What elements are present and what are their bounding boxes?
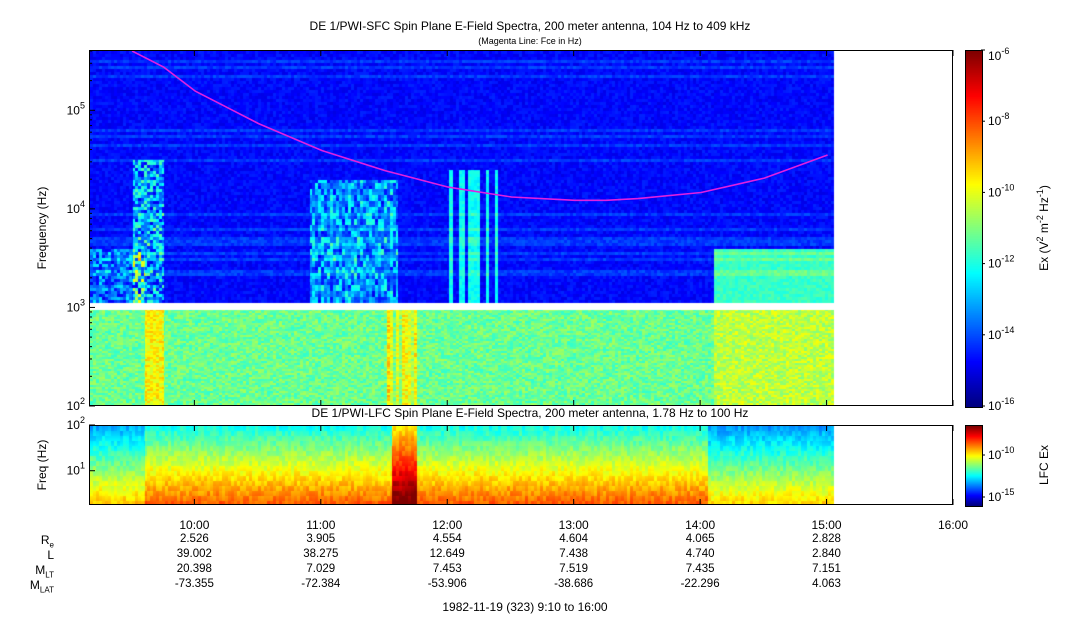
time-tick-label: 16:00: [938, 518, 968, 532]
time-tick-label: 11:00: [306, 518, 335, 532]
cbar-tick-label: 10-10: [988, 182, 1014, 199]
ephemeris-value: 7.438: [559, 548, 589, 560]
ephemeris-value: 12.649: [429, 548, 465, 560]
sfc-ytick-label: 104: [67, 199, 85, 216]
cbar-tick-label: 10-12: [988, 254, 1014, 271]
ephemeris-value: 7.519: [559, 563, 589, 575]
sfc-colorbar: [965, 50, 983, 408]
ephemeris-value: 4.740: [685, 548, 715, 560]
ephemeris-value: 4.065: [685, 533, 715, 545]
ephemeris-value: 4.554: [432, 533, 462, 545]
lfc-cbar-tick-label: 10-10: [988, 445, 1014, 462]
time-tick-label: 15:00: [812, 518, 842, 532]
ephemeris-value: 20.398: [176, 563, 212, 575]
lfc-cbar-tick-label: 10-15: [988, 487, 1014, 504]
ephemeris-value: 7.151: [812, 563, 841, 575]
ephemeris-value: -53.906: [427, 578, 467, 590]
sfc-colorbar-label: Ex (V2 m-2 Hz-1): [1035, 185, 1051, 271]
ephemeris-value: 7.453: [432, 563, 462, 575]
ephemeris-row-label: MLT: [35, 563, 54, 580]
cbar-tick-label: 10-6: [988, 46, 1009, 63]
lfc-ytick-label: 101: [67, 461, 85, 478]
footer-time-range: 1982-11-19 (323) 9:10 to 16:00: [442, 600, 608, 614]
fce-overlay: [131, 51, 828, 202]
lfc-ylabel: Freq (Hz): [35, 440, 49, 491]
ephemeris-value: 39.002: [176, 548, 212, 560]
sfc-ylabel: Frequency (Hz): [35, 187, 49, 270]
fce-line: [131, 51, 828, 202]
cbar-tick-label: 10-8: [988, 111, 1009, 128]
sfc-title: DE 1/PWI-SFC Spin Plane E-Field Spectra,…: [309, 19, 751, 33]
lfc-title: DE 1/PWI-LFC Spin Plane E-Field Spectra,…: [311, 406, 749, 420]
cbar-tick-label: 10-14: [988, 325, 1014, 342]
sfc-ytick-label: 103: [67, 297, 85, 314]
ephemeris-value: 2.840: [812, 548, 841, 560]
time-tick-label: 13:00: [559, 518, 589, 532]
ephemeris-value: 3.905: [306, 533, 336, 545]
time-tick-label: 10:00: [179, 518, 209, 532]
ephemeris-value: -72.384: [301, 578, 341, 590]
ephemeris-value: -73.355: [174, 578, 214, 590]
ephemeris-value: 7.029: [306, 563, 336, 575]
lfc-spectrogram-image: [90, 426, 952, 504]
sfc-ytick-label: 105: [67, 100, 85, 117]
ephemeris-value: 2.526: [179, 533, 209, 545]
ephemeris-value: -22.296: [680, 578, 720, 590]
ephemeris-value: 7.435: [685, 563, 715, 575]
time-tick-label: 14:00: [685, 518, 715, 532]
time-tick-label: 12:00: [432, 518, 462, 532]
sfc-subtitle: (Magenta Line: Fce in Hz): [478, 36, 582, 46]
lfc-spectrogram: [89, 425, 953, 505]
ephemeris-row-label: Re: [40, 533, 54, 550]
ephemeris-row-label: MLAT: [29, 578, 54, 595]
ephemeris-value: 4.604: [559, 533, 589, 545]
ephemeris-value: -38.686: [554, 578, 594, 590]
ephemeris-value: 2.828: [812, 533, 841, 545]
ephemeris-value: 38.275: [303, 548, 339, 560]
lfc-colorbar: [965, 425, 983, 507]
ephemeris-value: 4.063: [812, 578, 841, 590]
sfc-spectrogram: [89, 50, 953, 406]
ephemeris-row-label: L: [47, 548, 54, 562]
lfc-colorbar-label: LFC Ex: [1037, 445, 1051, 485]
